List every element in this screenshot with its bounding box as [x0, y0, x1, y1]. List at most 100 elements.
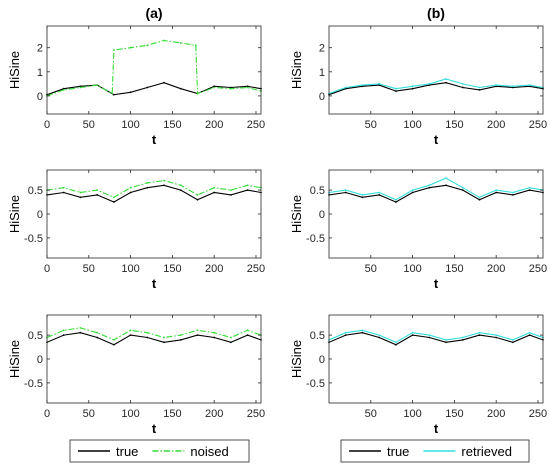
- y-axis-label: HiSine: [289, 195, 304, 233]
- x-tick-label: 250: [529, 408, 547, 420]
- data-point-retrieved: [528, 84, 531, 86]
- x-tick-label: 0: [44, 119, 50, 131]
- data-point-true: [163, 341, 165, 344]
- data-point-true: [395, 343, 397, 346]
- data-point-true: [512, 194, 514, 196]
- data-point-true: [411, 191, 414, 194]
- data-point-noised: [79, 191, 82, 194]
- x-tick-label: 200: [205, 263, 223, 275]
- axes-frame: [46, 25, 262, 115]
- chart-panel-left-top: 0 50 100 150 200 250 0 1 2 t HiSine (a): [7, 5, 265, 147]
- data-point-noised: [113, 339, 115, 341]
- x-tick-label: 100: [121, 263, 139, 275]
- data-point-true: [146, 336, 149, 339]
- x-tick-label: 50: [83, 119, 95, 131]
- y-tick-label: 0: [319, 354, 325, 366]
- x-tick-label: 50: [365, 408, 377, 420]
- data-point-noised: [163, 39, 165, 42]
- data-point-true: [129, 334, 132, 336]
- x-tick-label: 200: [205, 408, 223, 420]
- data-point-true: [428, 336, 431, 339]
- data-point-retrieved: [411, 85, 414, 88]
- x-tick-label: 150: [163, 408, 181, 420]
- data-point-retrieved: [478, 331, 481, 334]
- data-point-retrieved: [378, 191, 381, 194]
- data-point-noised: [213, 186, 216, 189]
- data-point-true: [461, 339, 464, 341]
- data-point-retrieved: [461, 83, 464, 85]
- x-tick-label: 50: [83, 263, 95, 275]
- data-point-true: [179, 339, 182, 341]
- series-line-noised: [47, 39, 261, 97]
- legend-label-true: true: [387, 444, 409, 459]
- data-point-noised: [146, 44, 149, 47]
- data-point-noised: [196, 194, 199, 196]
- data-point-retrieved: [512, 85, 514, 88]
- data-point-retrieved: [411, 331, 414, 334]
- data-point-noised: [96, 189, 99, 192]
- data-point-true: [179, 87, 182, 90]
- data-point-retrieved: [395, 198, 397, 201]
- series-line-retrieved: [329, 329, 543, 343]
- data-point-true: [528, 334, 531, 336]
- y-tick-label: 1: [37, 67, 43, 79]
- data-point-retrieved: [344, 86, 347, 89]
- data-point-true: [96, 336, 99, 339]
- series-line-retrieved: [329, 177, 543, 201]
- legend-label-true: true: [116, 444, 138, 459]
- x-tick-label: 0: [44, 263, 50, 275]
- x-tick-label: 100: [403, 408, 421, 420]
- data-point-true: [445, 341, 447, 344]
- data-point-noised: [62, 329, 65, 332]
- data-point-noised: [179, 42, 182, 44]
- data-point-true: [129, 191, 132, 194]
- data-point-retrieved: [428, 334, 431, 336]
- series-line-true: [329, 82, 543, 96]
- series-line-retrieved: [329, 78, 543, 95]
- data-point-retrieved: [495, 84, 498, 86]
- x-tick-label: 200: [487, 119, 505, 131]
- x-tick-label: 100: [121, 119, 139, 131]
- data-point-true: [495, 336, 498, 339]
- data-point-noised: [230, 87, 232, 90]
- data-point-true: [411, 87, 414, 90]
- axes-frame: [328, 169, 544, 259]
- data-point-noised: [163, 336, 165, 339]
- x-tick-label: 150: [445, 408, 463, 420]
- data-point-true: [344, 334, 347, 336]
- x-tick-label: 150: [163, 263, 181, 275]
- data-point-true: [461, 189, 464, 192]
- data-point-noised: [129, 329, 132, 332]
- data-point-true: [113, 201, 115, 203]
- axes-frame: [328, 314, 544, 404]
- data-point-true: [79, 331, 82, 334]
- x-axis-label: t: [152, 132, 157, 147]
- data-point-true: [512, 341, 514, 344]
- data-point-retrieved: [512, 339, 514, 341]
- data-point-noised: [194, 44, 197, 47]
- x-tick-label: 100: [403, 263, 421, 275]
- x-axis-label: t: [152, 421, 157, 436]
- data-point-retrieved: [344, 331, 347, 334]
- y-tick-label: 0: [319, 209, 325, 221]
- data-point-retrieved: [361, 329, 364, 332]
- data-point-retrieved: [528, 331, 531, 334]
- data-point-true: [196, 198, 199, 201]
- data-point-true: [163, 81, 165, 84]
- x-tick-label: 250: [529, 263, 547, 275]
- data-point-noised: [129, 186, 132, 189]
- data-point-true: [445, 81, 447, 84]
- data-point-true: [230, 341, 232, 344]
- data-point-true: [113, 343, 115, 346]
- data-point-true: [478, 198, 481, 201]
- x-tick-label: 150: [163, 119, 181, 131]
- data-point-true: [395, 201, 397, 203]
- data-point-true: [361, 331, 364, 334]
- y-axis-label: HiSine: [289, 51, 304, 89]
- data-point-noised: [230, 336, 232, 339]
- data-point-true: [411, 334, 414, 336]
- data-point-true: [113, 93, 115, 96]
- x-tick-label: 50: [83, 408, 95, 420]
- x-tick-label: 250: [529, 119, 547, 131]
